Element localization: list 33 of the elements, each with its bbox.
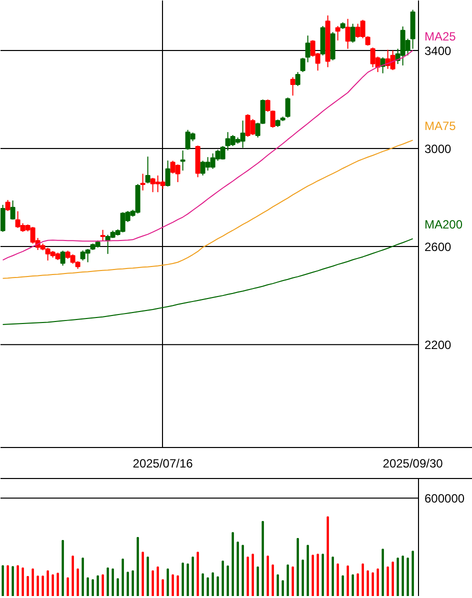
candlestick <box>5 199 10 212</box>
y-tick-label: 3000 <box>424 142 452 156</box>
x-tick-label: 2025/09/30 <box>382 456 444 470</box>
candlestick <box>270 110 276 128</box>
candlestick <box>345 18 350 50</box>
candlestick <box>0 204 6 232</box>
candlestick <box>165 160 170 188</box>
candlestick <box>145 156 150 184</box>
candlestick <box>100 229 106 242</box>
series-label: MA200 <box>424 218 463 232</box>
candlestick <box>335 25 340 41</box>
candlestick <box>305 35 310 63</box>
y-tick-label: 600000 <box>424 492 465 506</box>
line-series <box>2 50 414 261</box>
candlestick <box>290 76 296 96</box>
series-label: MA25 <box>424 29 456 44</box>
candlestick <box>10 200 16 220</box>
candlestick <box>60 250 66 266</box>
candlestick <box>295 72 300 87</box>
candlestick <box>140 173 146 191</box>
candlestick <box>350 23 356 44</box>
line-series <box>2 238 414 325</box>
y-tick-label: 3400 <box>424 44 452 58</box>
candlestick <box>365 36 370 46</box>
series-label: MA75 <box>424 119 456 134</box>
candlestick <box>180 150 186 172</box>
y-tick-label: 2200 <box>424 338 452 352</box>
y-tick-label: 2600 <box>424 240 452 254</box>
candlestick <box>285 97 290 118</box>
x-tick-label: 2025/07/16 <box>132 456 194 470</box>
line-series <box>2 140 414 279</box>
candlestick <box>265 99 270 112</box>
candlestick <box>300 57 306 73</box>
